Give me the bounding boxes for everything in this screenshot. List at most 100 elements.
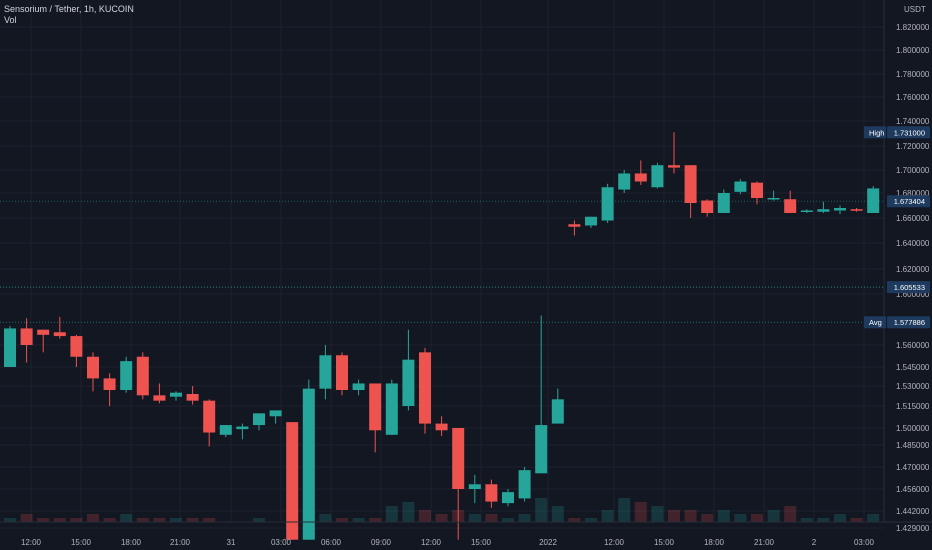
high-badge-label: High (869, 128, 884, 137)
candle-body (103, 378, 116, 390)
price-tick-label: 1.760000 (896, 93, 930, 102)
time-tick-label: 15:00 (471, 538, 492, 547)
candle-body (20, 328, 33, 345)
candle-body (269, 410, 282, 417)
volume-bar (867, 514, 880, 522)
candle-body (203, 400, 216, 433)
price-tick-label: 1.680000 (896, 189, 930, 198)
time-tick-label: 12:00 (21, 538, 42, 547)
price-tick-label: 1.720000 (896, 142, 930, 151)
volume-bar (618, 498, 631, 522)
volume-bar (4, 518, 16, 522)
candle-body (4, 328, 16, 367)
high-badge-value-bg (887, 126, 930, 139)
volume-indicator-label[interactable]: Vol (4, 15, 17, 25)
candle-body (585, 216, 597, 226)
volume-bar (70, 518, 83, 522)
candle-body (37, 329, 50, 335)
candle-body (701, 200, 714, 213)
volume-bar (751, 514, 763, 522)
candle-body (518, 470, 531, 499)
volume-bar (336, 518, 348, 522)
candle-body (435, 423, 448, 431)
candle-body (817, 209, 830, 212)
candle-body (402, 359, 415, 406)
volume-bar (634, 502, 647, 522)
volume-bar (385, 506, 398, 522)
candle-body (485, 484, 498, 502)
price-tick-label: 1.620000 (896, 265, 930, 274)
candle-body (634, 173, 647, 182)
price-line-badge-value: 1.605533 (894, 283, 925, 292)
candle-body (253, 413, 265, 426)
candle-body (867, 188, 880, 213)
candle-body (551, 399, 564, 424)
candle-body (419, 352, 431, 424)
price-badges: 1.731000 High 1.673404 1.605533 1.577886 Avg (864, 126, 930, 329)
candle-body (468, 484, 481, 489)
candle-body (53, 332, 66, 337)
price-tick-label: 1.485000 (896, 441, 930, 450)
candle-body (568, 224, 581, 227)
volume-bar (551, 506, 564, 522)
time-tick-label: 15:00 (654, 538, 675, 547)
volume-bar (518, 514, 531, 522)
volume-bar (419, 510, 431, 522)
time-tick-label: 2022 (539, 538, 557, 547)
price-axis-panel (884, 0, 932, 550)
volume-bar (186, 518, 199, 522)
price-tick-label: 1.456000 (896, 485, 930, 494)
candle-body (734, 181, 747, 192)
candle-body (352, 383, 365, 390)
time-tick-label: 18:00 (704, 538, 725, 547)
time-tick-label: 12:00 (421, 538, 442, 547)
volume-bar (53, 518, 66, 522)
volume-bar (170, 518, 182, 522)
volume-bar (817, 518, 830, 522)
volume-bar (767, 510, 780, 522)
candle-body (136, 356, 149, 396)
symbol-title[interactable]: Sensorium / Tether, 1h, KUCOIN (4, 4, 134, 14)
volume-bar (203, 518, 216, 522)
last-price-badge-value-bg (887, 195, 930, 208)
time-tick-label: 15:00 (71, 538, 92, 547)
volume-bar (784, 506, 797, 522)
candle-body (153, 395, 166, 401)
avg-badge-label-bg (864, 316, 886, 329)
candle-body (751, 182, 763, 198)
volume-bar (800, 518, 813, 522)
volume-bar (120, 514, 133, 522)
price-axis[interactable]: 1.820000 1.800000 1.780000 1.760000 1.740000… (896, 5, 930, 533)
candles (4, 132, 913, 540)
time-tick-label: 03:00 (854, 538, 875, 547)
grid-lines (0, 0, 884, 529)
candle-body (834, 208, 846, 211)
volume-bar (485, 514, 498, 522)
price-tick-label: 1.429000 (896, 524, 930, 533)
high-badge-value: 1.731000 (894, 128, 925, 137)
volume-bar (834, 514, 846, 522)
candle-body (70, 336, 83, 357)
time-axis[interactable]: 12:00 15:00 18:00 21:00 31 03:00 06:00 09:00 12:… (21, 538, 875, 547)
candle-body (767, 198, 780, 200)
volume-bar (502, 518, 514, 522)
price-tick-label: 1.470000 (896, 463, 930, 472)
time-tick-label: 21:00 (754, 538, 775, 547)
volume-bar (850, 518, 863, 522)
volume-bar (87, 514, 99, 522)
time-tick-label: 18:00 (121, 538, 142, 547)
price-tick-label: 1.600000 (896, 290, 930, 299)
candle-body (87, 356, 99, 379)
volume-bar (601, 510, 614, 522)
candle-body (850, 209, 863, 211)
candle-body (319, 355, 332, 389)
volume-bar (717, 510, 730, 522)
price-tick-label: 1.442000 (896, 507, 930, 516)
candle-body (286, 422, 299, 540)
candle-body (668, 165, 680, 168)
candle-body (502, 492, 514, 504)
volume-bar (352, 518, 365, 522)
volume-bar (651, 506, 664, 522)
